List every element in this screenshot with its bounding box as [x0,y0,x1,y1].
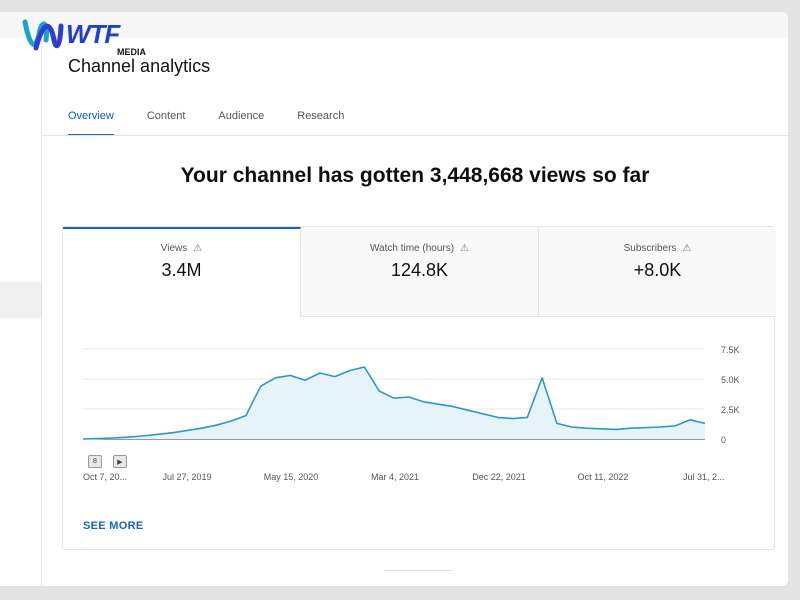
x-tick-label: Jul 27, 2019 [162,472,211,482]
x-tick-label: Oct 11, 2022 [578,472,629,482]
metric-label-row: Subscribers ⚠ [539,243,776,254]
warning-icon: ⚠ [682,243,692,254]
tab-audience[interactable]: Audience [218,110,265,122]
metric-label: Watch time (hours) [369,243,455,254]
metric-label-row: Views ⚠ [63,243,300,254]
sidebar-selected-item[interactable] [0,282,41,318]
x-tick-label: Oct 7, 20... [83,472,127,482]
y-tick-label: 7.5K [721,345,740,355]
metric-value: +8.0K [633,260,682,280]
x-tick-label: Mar 4, 2021 [371,472,419,482]
metric-views[interactable]: Views ⚠ 3.4M [63,227,301,317]
warning-icon: ⚠ [193,243,203,254]
left-sidebar [0,38,42,586]
logo-text: WTF [66,19,120,49]
views-headline: Your channel has gotten 3,448,668 views … [180,164,650,187]
page-title: Channel analytics [68,56,211,76]
play-marker-icon[interactable]: ▶ [113,455,127,468]
analytics-card: Views ⚠ 3.4M Watch time (hours) ⚠ 124.8K S… [62,226,776,550]
series-area [83,367,705,439]
metric-subscribers[interactable]: Subscribers ⚠ +8.0K [539,227,776,317]
metric-label: Views [160,243,188,254]
tab-content[interactable]: Content [146,110,186,122]
metric-label: Subscribers [623,243,677,254]
tab-research[interactable]: Research [297,110,345,122]
brand-logo: WTF MEDIA [22,16,146,60]
metric-tabs: Views ⚠ 3.4M Watch time (hours) ⚠ 124.8K S… [63,227,776,317]
metric-value: 124.8K [390,260,449,280]
x-tick-label: May 15, 2020 [264,472,319,482]
see-more-link[interactable]: SEE MORE [83,520,144,532]
series-line [82,366,706,440]
bottom-divider [384,570,452,571]
warning-icon: ⚠ [460,243,470,254]
top-bar [0,12,788,38]
metric-value: 3.4M [161,260,202,280]
tab-overview[interactable]: Overview [68,110,114,136]
y-tick-label: 5.0K [721,375,740,385]
x-tick-label: Dec 22, 2021 [472,472,526,482]
metric-label-row: Watch time (hours) ⚠ [301,243,538,254]
tab-divider [42,135,788,136]
upload-marker-badge[interactable]: 8 [88,455,102,468]
views-chart[interactable]: 7.5K 5.0K 2.5K 0 Oct 7, 20... Jul 27, 2019 May… [63,327,776,517]
metric-watch-time[interactable]: Watch time (hours) ⚠ 124.8K [301,227,539,317]
wave-logo-icon [22,19,64,51]
x-tick-label: Jul 31, 2... [683,472,725,482]
y-tick-label: 2.5K [721,405,740,415]
y-tick-label: 0 [721,435,726,445]
logo-subtext: MEDIA [117,47,146,57]
tab-bar: Overview Content Audience Research [68,110,377,136]
main-panel: Channel analytics Overview Content Audie… [42,38,788,586]
